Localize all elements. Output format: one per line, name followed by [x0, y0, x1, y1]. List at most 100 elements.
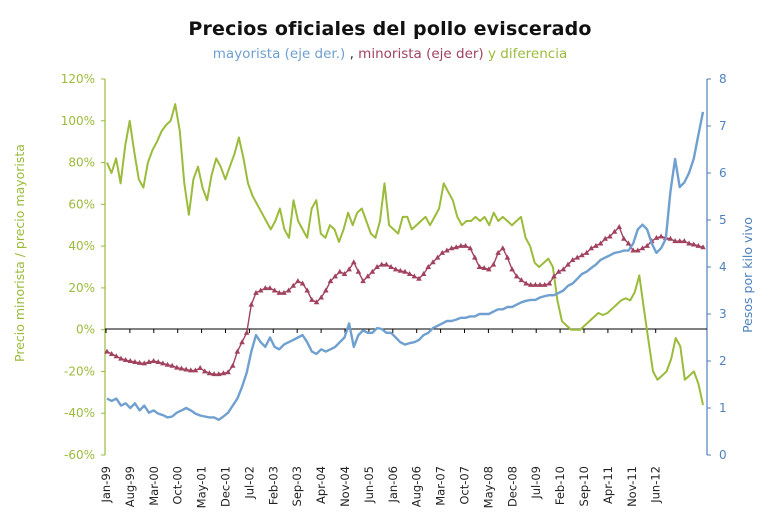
data-point-minorista — [164, 361, 171, 367]
axes-group: 120% 100% 80% 60% 40% 20% 0% -20% -40% -60% 8 7 6 5 4 3… — [61, 72, 727, 508]
data-point-minorista — [341, 271, 348, 277]
data-point-minorista — [523, 280, 529, 286]
data-point-minorista — [243, 329, 250, 335]
series-line-diferencia — [106, 103, 704, 406]
data-point-minorista — [309, 296, 315, 302]
data-point-minorista — [597, 240, 604, 246]
data-point-minorista — [262, 285, 269, 291]
data-point-minorista — [574, 254, 581, 260]
data-point-minorista — [141, 360, 148, 366]
data-point-minorista — [499, 245, 506, 251]
data-point-minorista — [169, 362, 175, 368]
data-point-minorista — [290, 282, 297, 288]
x-tick-label: Dec-08 — [505, 466, 519, 507]
data-point-minorista — [225, 369, 231, 375]
data-point-minorista — [695, 242, 702, 248]
data-point-minorista — [551, 273, 557, 279]
data-point-minorista — [388, 264, 394, 269]
chart-subtitle: mayorista (eje der.) , minorista (eje de… — [0, 46, 780, 62]
data-point-minorista — [215, 371, 222, 377]
data-point-minorista — [127, 358, 134, 363]
x-tick-label: Aug-99 — [123, 466, 137, 507]
series-line-minorista — [106, 226, 704, 375]
y-tick-label-right: 8 — [719, 72, 727, 86]
x-tick-label: Feb-10 — [553, 466, 567, 505]
data-point-minorista — [402, 268, 408, 274]
data-point-minorista — [672, 238, 678, 244]
x-tick-label: Dec-01 — [219, 466, 233, 507]
y-tick-label-left: 0% — [76, 323, 95, 337]
data-point-minorista — [532, 281, 539, 287]
x-tick-label: Jan-06 — [386, 466, 400, 504]
data-point-minorista — [527, 281, 534, 287]
y-tick-label-left: 40% — [68, 239, 95, 253]
x-tick-label: May-01 — [195, 466, 209, 508]
data-point-minorista — [486, 266, 492, 272]
x-tick-label: Feb-03 — [266, 466, 280, 505]
y-tick-label-right: 7 — [719, 119, 727, 133]
x-tick-label: Oct-00 — [171, 466, 185, 505]
data-point-minorista — [174, 364, 180, 370]
x-tick-label: Apr-11 — [601, 466, 615, 504]
y-tick-label-left: 120% — [61, 72, 95, 86]
x-tick-label: Sep-10 — [577, 466, 591, 506]
subtitle-separator-2: y — [483, 46, 501, 62]
data-point-minorista — [541, 281, 548, 287]
data-point-minorista — [313, 299, 320, 305]
data-point-minorista — [439, 249, 446, 255]
x-tick-label: Jan-99 — [99, 466, 113, 504]
x-tick-label: Aug-06 — [410, 466, 424, 507]
data-point-minorista — [132, 358, 138, 364]
x-tick-label: Sep-03 — [290, 466, 304, 506]
data-point-minorista — [136, 359, 143, 365]
series-group — [104, 103, 706, 421]
y-axis-label-right: Pesos por kilo vivo — [740, 217, 755, 333]
x-tick-label: Mar-00 — [147, 466, 161, 506]
data-point-minorista — [467, 245, 473, 251]
data-point-minorista — [611, 228, 618, 234]
y-tick-label-left: 20% — [68, 281, 95, 295]
data-point-minorista — [565, 261, 571, 267]
x-tick-label: Oct-07 — [458, 466, 472, 505]
data-point-minorista — [560, 266, 567, 272]
data-point-minorista — [639, 245, 646, 251]
y-tick-label-right: 3 — [719, 307, 727, 321]
data-point-minorista — [104, 348, 110, 354]
data-point-minorista — [644, 242, 650, 248]
data-point-minorista — [239, 339, 245, 345]
data-point-minorista — [416, 275, 422, 281]
y-tick-label-right: 5 — [719, 213, 727, 227]
data-point-minorista — [481, 264, 487, 270]
data-point-minorista — [160, 360, 166, 366]
data-point-minorista — [271, 287, 278, 293]
data-point-minorista — [337, 268, 343, 274]
data-point-minorista — [197, 365, 203, 371]
data-point-minorista — [234, 348, 241, 354]
data-point-minorista — [206, 370, 213, 376]
data-point-minorista — [453, 244, 460, 250]
data-point-minorista — [430, 259, 436, 265]
data-point-minorista — [122, 357, 129, 363]
x-tick-label: Jul-09 — [529, 466, 543, 500]
data-point-minorista — [653, 234, 660, 240]
data-point-minorista — [253, 289, 259, 295]
data-point-minorista — [635, 247, 641, 253]
subtitle-mayorista: mayorista (eje der.) — [212, 46, 346, 62]
data-point-minorista — [588, 245, 595, 251]
data-point-minorista — [350, 259, 357, 265]
subtitle-minorista: minorista (eje der) — [358, 46, 484, 62]
x-tick-label: Jul-02 — [242, 466, 256, 500]
data-point-minorista — [183, 366, 189, 372]
chart-title: Precios oficiales del pollo eviscerado — [188, 18, 592, 40]
data-point-minorista — [537, 281, 543, 287]
x-tick-label: Apr-04 — [314, 466, 328, 504]
data-point-minorista — [625, 240, 632, 246]
data-point-minorista — [276, 289, 283, 295]
data-point-minorista — [458, 242, 464, 248]
data-point-minorista — [192, 367, 199, 373]
data-point-minorista — [360, 278, 366, 284]
data-point-minorista — [490, 261, 497, 267]
data-point-minorista — [621, 235, 627, 241]
data-point-minorista — [681, 238, 688, 244]
